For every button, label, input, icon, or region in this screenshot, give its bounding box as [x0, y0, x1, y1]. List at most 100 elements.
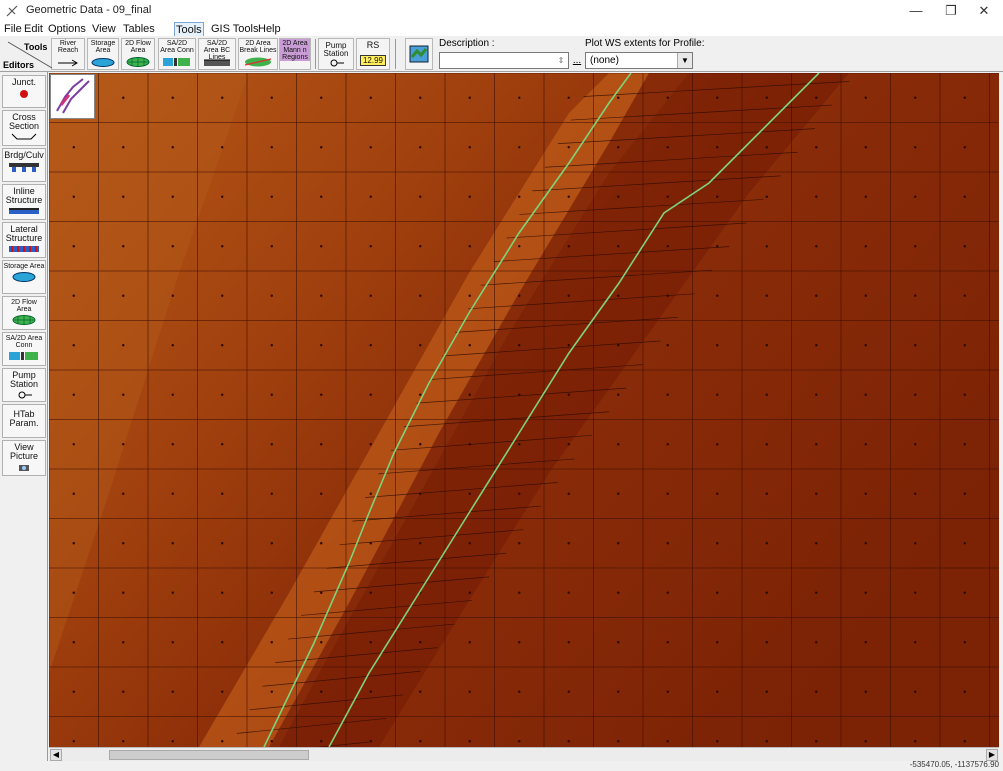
mesh-line	[365, 482, 558, 498]
river-reach-button[interactable]: River Reach	[51, 38, 85, 70]
bridge-icon	[9, 163, 39, 172]
breaklines-button[interactable]: 2D Area Break Lines	[238, 38, 278, 70]
editor-flow2d-area-button[interactable]: 2D Flow Area	[2, 296, 46, 330]
editor-inline-structure-button[interactable]: Inline Structure	[2, 184, 46, 220]
cell-center	[419, 443, 422, 446]
cell-center	[864, 393, 867, 396]
menu-tables[interactable]: Tables	[123, 23, 155, 35]
breakline-right[interactable]	[328, 73, 820, 747]
rs-button[interactable]: RS 12.99	[356, 38, 390, 70]
editor-storage-area-button[interactable]: Storage Area	[2, 260, 46, 294]
cell-center	[518, 591, 521, 594]
cell-center	[270, 294, 273, 297]
breakline-icon	[244, 57, 272, 67]
editor-junct-button[interactable]: Junct.	[2, 75, 46, 108]
editor-lateral-structure-button[interactable]: Lateral Structure	[2, 222, 46, 258]
pump-station-button[interactable]: Pump Station	[318, 38, 354, 70]
cell-center	[320, 542, 323, 545]
scroll-right-icon[interactable]: ▶	[986, 749, 998, 761]
cell-center	[765, 690, 768, 693]
cell-center	[716, 146, 719, 149]
cell-center	[518, 690, 521, 693]
cell-center	[221, 245, 224, 248]
terrain-mesh-view[interactable]	[49, 73, 999, 747]
editor-pump-station-button[interactable]: Pump Station	[2, 368, 46, 402]
minimize-button[interactable]: —	[909, 3, 923, 18]
cell-center	[567, 492, 570, 495]
sa2d-bc-lines-button[interactable]: SA/2D Area BC Lines	[198, 38, 236, 70]
map-canvas[interactable]	[49, 73, 999, 747]
close-button[interactable]: ✕	[978, 3, 990, 18]
cell-center	[171, 245, 174, 248]
cell-center	[320, 245, 323, 248]
cell-center	[468, 344, 471, 347]
cell-center	[765, 591, 768, 594]
storage-area-button[interactable]: Storage Area	[87, 38, 119, 70]
editor-htab-param-button[interactable]: HTab Param.	[2, 404, 46, 438]
menu-tools[interactable]: Tools	[174, 22, 204, 38]
horizontal-scrollbar[interactable]: ◀ ▶	[49, 747, 999, 761]
description-field[interactable]	[439, 52, 569, 69]
cell-center	[320, 740, 323, 743]
chevron-down-icon[interactable]: ▼	[677, 53, 692, 68]
plot-ws-select[interactable]: (none) ▼	[585, 52, 693, 69]
cell-center	[716, 245, 719, 248]
flow2d-area-button[interactable]: 2D Flow Area	[121, 38, 155, 70]
breakline-left[interactable]	[263, 73, 632, 747]
scroll-thumb[interactable]	[109, 750, 309, 760]
overview-map[interactable]	[50, 74, 95, 119]
editor-view-picture-button[interactable]: View Picture	[2, 440, 46, 476]
cell-center	[270, 96, 273, 99]
editor-htab-param-label: HTab Param.	[9, 409, 39, 428]
cell-center	[468, 245, 471, 248]
cell-center	[122, 443, 125, 446]
cell-center	[221, 96, 224, 99]
description-browse-button[interactable]: ...	[572, 55, 582, 66]
cell-center	[617, 294, 620, 297]
cell-center	[122, 344, 125, 347]
cell-center	[270, 690, 273, 693]
cell-center	[419, 245, 422, 248]
cell-center	[122, 393, 125, 396]
cell-center	[567, 740, 570, 743]
scroll-left-icon[interactable]: ◀	[50, 749, 62, 761]
cell-center	[518, 146, 521, 149]
menu-edit[interactable]: Edit	[24, 23, 43, 35]
cell-center	[765, 96, 768, 99]
cell-center	[171, 591, 174, 594]
cell-center	[171, 443, 174, 446]
restore-button[interactable]: ❐	[945, 3, 957, 18]
menu-gis-tools[interactable]: GIS Tools	[211, 23, 259, 35]
mesh-line	[301, 600, 472, 616]
mesh-line	[317, 741, 370, 747]
cell-center	[617, 344, 620, 347]
mannings-regions-button[interactable]: 2D Area Mann n Regions	[279, 38, 311, 70]
cell-center	[270, 641, 273, 644]
cell-center	[221, 740, 224, 743]
description-spin-icon[interactable]: ⇕	[557, 56, 565, 65]
editor-cross-section-button[interactable]: Cross Section	[2, 110, 46, 146]
cell-center	[72, 393, 75, 396]
sa2d-conn-button[interactable]: SA/2D Area Conn	[158, 38, 196, 70]
mesh-line	[532, 175, 781, 192]
menu-options[interactable]: Options	[48, 23, 86, 35]
cell-center	[419, 641, 422, 644]
map-layers-button[interactable]	[405, 38, 433, 70]
cell-center	[468, 393, 471, 396]
cell-center	[666, 96, 669, 99]
cell-center	[72, 245, 75, 248]
plot-ws-value: (none)	[590, 55, 619, 66]
mesh-line	[455, 317, 678, 333]
cell-center	[864, 344, 867, 347]
storage-area-icon	[91, 58, 115, 67]
menu-view[interactable]: View	[92, 23, 116, 35]
tools-editors-header: Tools Editors	[2, 38, 53, 72]
editor-brdg-culv-button[interactable]: Brdg/Culv	[2, 148, 46, 182]
editor-sa2d-conn-button[interactable]: SA/2D Area Conn	[2, 332, 46, 366]
menu-help[interactable]: Help	[258, 23, 281, 35]
cell-center	[320, 641, 323, 644]
cell-center	[914, 146, 917, 149]
connection-icon	[163, 58, 190, 66]
menu-file[interactable]: File	[4, 23, 22, 35]
cell-center	[963, 740, 966, 743]
